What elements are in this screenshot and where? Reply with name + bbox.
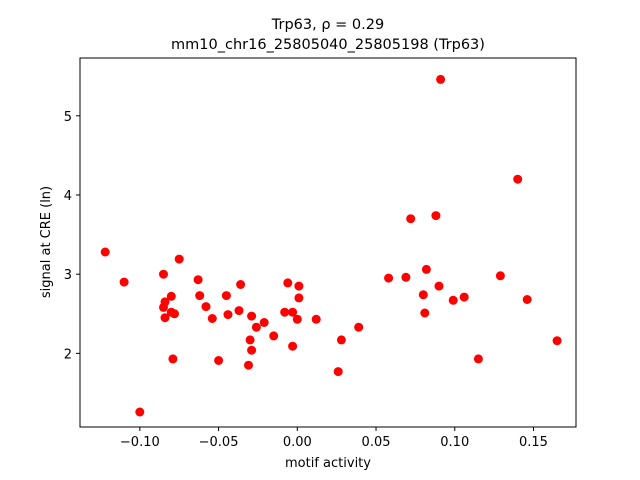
- y-tick-label-1: 3: [64, 268, 72, 283]
- data-point-31: [288, 341, 298, 351]
- data-point-38: [354, 322, 364, 332]
- data-point-21: [244, 360, 253, 370]
- data-point-54: [552, 336, 562, 346]
- data-point-10: [168, 354, 178, 364]
- points-layer: [100, 74, 562, 417]
- data-point-35: [311, 314, 321, 324]
- x-tick-label-5: 0.15: [519, 435, 548, 450]
- data-point-33: [294, 281, 304, 291]
- data-point-28: [280, 307, 290, 317]
- data-point-51: [495, 271, 505, 281]
- x-axis-ticks: −0.10 −0.05 0.00 0.05 0.10 0.15: [120, 427, 548, 450]
- data-point-48: [448, 295, 458, 305]
- data-point-3: [159, 269, 168, 279]
- y-axis-ticks: 2 3 4 5: [64, 110, 80, 362]
- data-point-44: [421, 264, 431, 274]
- x-tick-label-3: 0.05: [362, 435, 391, 450]
- data-point-52: [513, 174, 523, 184]
- x-tick-label-1: −0.05: [199, 435, 239, 450]
- data-point-23: [247, 345, 257, 355]
- data-point-0: [100, 247, 110, 257]
- data-point-17: [221, 291, 231, 301]
- y-tick-label-0: 2: [64, 347, 72, 362]
- data-point-14: [201, 302, 211, 312]
- x-tick-label-0: −0.10: [120, 435, 160, 450]
- chart-title-line2: mm10_chr16_25805040_25805198 (Trp63): [171, 37, 485, 53]
- data-point-46: [434, 281, 444, 291]
- data-point-26: [259, 318, 269, 327]
- data-point-15: [207, 314, 217, 323]
- data-point-49: [459, 292, 469, 302]
- y-tick-label-2: 4: [64, 189, 72, 204]
- data-point-53: [522, 295, 532, 304]
- data-point-22: [245, 335, 255, 345]
- data-point-50: [473, 354, 483, 364]
- data-point-11: [174, 254, 184, 264]
- data-point-16: [214, 356, 224, 365]
- data-point-13: [195, 291, 205, 301]
- data-point-32: [292, 314, 302, 324]
- data-point-7: [166, 291, 176, 301]
- data-point-43: [420, 308, 430, 318]
- data-point-9: [170, 309, 179, 319]
- y-axis-label: signal at CRE (ln): [39, 186, 54, 298]
- data-point-30: [288, 307, 298, 317]
- data-point-40: [401, 272, 411, 282]
- plot-area-frame: [79, 57, 577, 428]
- data-point-6: [160, 313, 170, 323]
- data-point-34: [294, 293, 304, 303]
- data-point-1: [119, 277, 129, 287]
- data-point-39: [384, 273, 394, 283]
- data-point-27: [269, 331, 279, 341]
- x-tick-label-2: 0.00: [283, 435, 312, 450]
- y-tick-label-3: 5: [64, 110, 72, 125]
- data-point-20: [236, 280, 246, 289]
- data-point-12: [193, 275, 203, 285]
- data-point-41: [406, 214, 416, 224]
- data-point-45: [431, 211, 441, 221]
- data-point-36: [333, 367, 343, 377]
- data-point-19: [234, 306, 244, 316]
- data-point-24: [247, 311, 257, 321]
- data-point-47: [436, 74, 446, 84]
- data-point-18: [223, 310, 233, 320]
- chart-title-line1: Trp63, ρ = 0.29: [271, 17, 384, 33]
- data-point-25: [251, 322, 261, 332]
- x-axis-label: motif activity: [285, 456, 371, 471]
- data-point-29: [283, 278, 293, 288]
- x-tick-label-4: 0.10: [440, 435, 469, 450]
- data-point-37: [336, 335, 346, 345]
- data-point-2: [135, 407, 145, 417]
- data-point-42: [418, 290, 428, 300]
- data-point-5: [160, 297, 170, 307]
